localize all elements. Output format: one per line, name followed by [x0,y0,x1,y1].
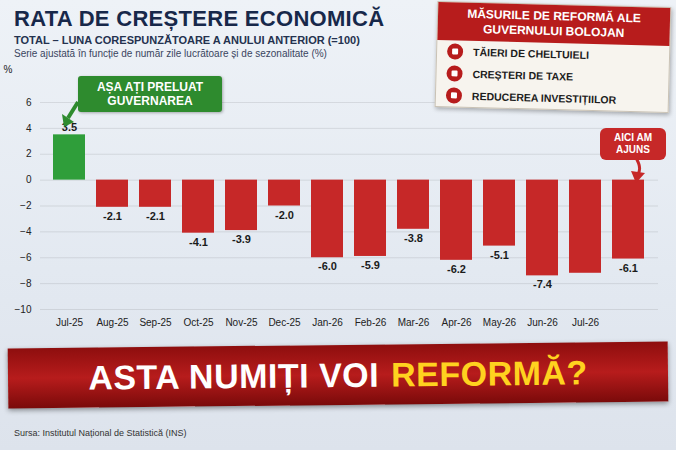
svg-text:-2.1: -2.1 [103,210,122,222]
svg-text:-7.4: -7.4 [533,278,553,290]
svg-text:May-26: May-26 [483,317,517,328]
svg-text:Aug-25: Aug-25 [96,317,129,328]
svg-text:0: 0 [26,174,32,185]
svg-text:Oct-25: Oct-25 [183,317,213,328]
svg-text:-6.2: -6.2 [447,263,466,275]
html-text:TĂIERI DE CHELTUIELI: TĂIERI DE CHELTUIELI [472,45,590,61]
svg-text:3.5: 3.5 [61,121,78,134]
html-text:RATA DE CREȘTERE ECONOMICĂ: RATA DE CREȘTERE ECONOMICĂ [14,6,385,31]
svg-text:Feb-26: Feb-26 [355,317,387,328]
svg-text:Nov-25: Nov-25 [225,317,258,328]
svg-text:-2.1: -2.1 [146,210,165,222]
svg-text:-6.1: -6.1 [619,262,638,274]
html-text:AȘA AȚI PRELUAT GUVERNAREA: AȘA AȚI PRELUAT GUVERNAREA [96,80,204,108]
svg-text:−6: −6 [20,252,32,263]
svg-text:-4.1: -4.1 [189,236,208,248]
svg-text:%: % [4,64,13,75]
html-text:MĂSURILE DE REFORMĂ ALE GUVERN: MĂSURILE DE REFORMĂ ALE GUVERNULUI BOLOJ… [467,6,641,40]
svg-text:-3.9: -3.9 [232,233,251,245]
html-text:AICI AM AJUNS: AICI AM AJUNS [614,132,652,155]
svg-text:-5.9: -5.9 [361,259,380,271]
svg-text:Dec-25: Dec-25 [268,317,301,328]
svg-text:Jun-26: Jun-26 [527,317,558,328]
html-text:ASTA NUMIȚI VOI REFORMĂ?: ASTA NUMIȚI VOI REFORMĂ? [88,352,588,397]
html-text:REDUCEREA INVESTIȚIILOR: REDUCEREA INVESTIȚIILOR [471,89,617,106]
svg-text:Jan-26: Jan-26 [312,317,343,328]
svg-text:−10: −10 [15,304,32,315]
svg-text:-6.0: -6.0 [318,260,337,272]
svg-text:-5.1: -5.1 [490,249,509,261]
svg-text:-3.8: -3.8 [404,232,423,244]
html-text:TOTAL – LUNA CORESPUNZĂTOARE A: TOTAL – LUNA CORESPUNZĂTOARE A ANULUI AN… [14,34,360,46]
svg-text:−8: −8 [20,278,32,289]
svg-text:Jul-25: Jul-25 [56,317,84,328]
html-text:Serie ajustată în funcție de n: Serie ajustată în funcție de număr zile … [14,48,327,59]
html-text:CREȘTERI DE TAXE: CREȘTERI DE TAXE [472,67,574,83]
svg-text:6: 6 [26,97,32,108]
svg-text:−4: −4 [20,226,32,237]
svg-text:−2: −2 [20,200,32,211]
svg-text:Mar-26: Mar-26 [398,317,430,328]
svg-text:Apr-26: Apr-26 [441,317,471,328]
svg-text:4: 4 [26,123,32,134]
svg-text:Jul-26: Jul-26 [572,317,600,328]
svg-text:2: 2 [26,148,32,159]
html-text:Sursa: Institutul Național de: Sursa: Institutul Național de Statistică… [14,428,187,438]
svg-text:Sep-25: Sep-25 [139,317,172,328]
svg-text:-2.0: -2.0 [275,209,294,221]
